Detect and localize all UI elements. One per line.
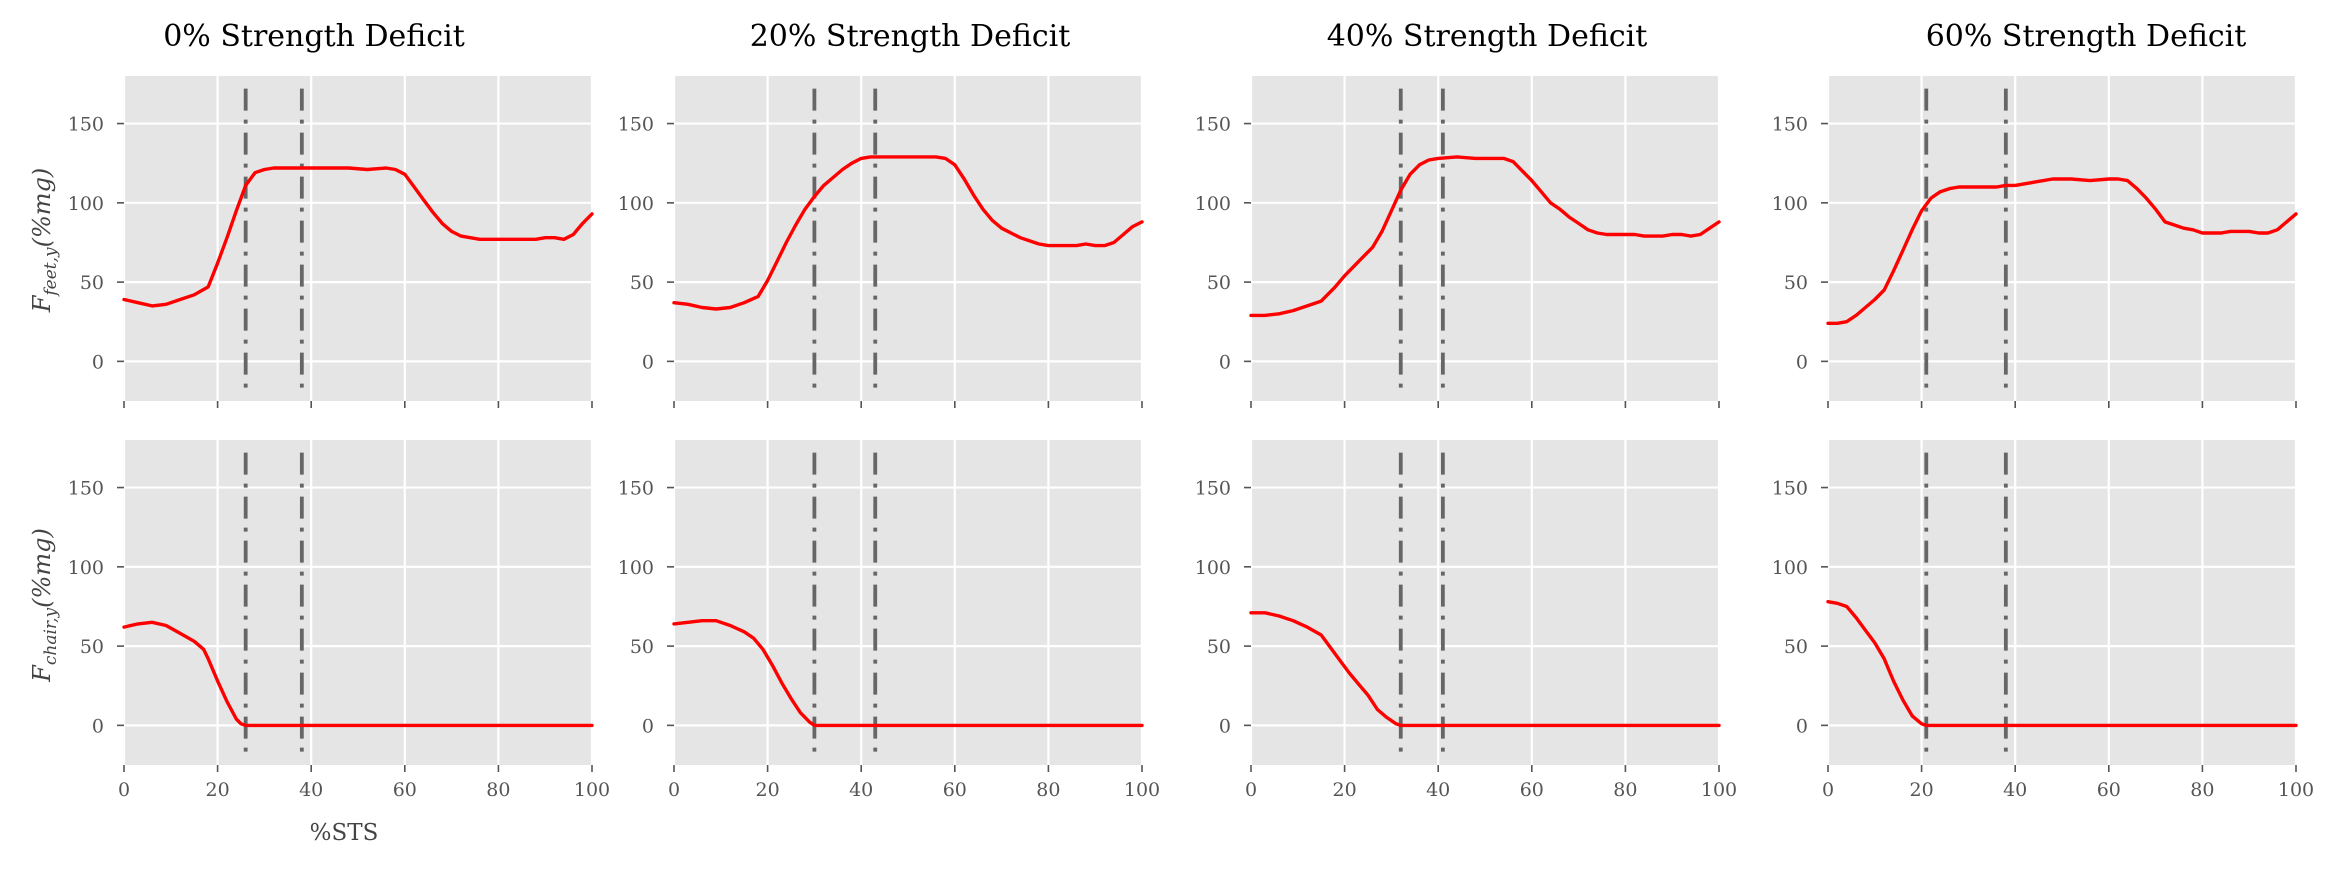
panel-8-xtick-label-100: 100 — [2278, 779, 2314, 801]
panel-4-ytick-label-150: 150 — [1772, 114, 1808, 136]
panel-1-ytick-label-100: 100 — [68, 193, 104, 215]
y-axis-label-bottom-sub: chair,y — [41, 607, 61, 665]
panel-3-force-curve — [1249, 155, 1721, 318]
panel-3-ytick-label-150: 150 — [1195, 114, 1231, 136]
panel-8-xtick-label-60: 60 — [2097, 779, 2121, 801]
y-axis-label-top-sub: feet,y — [41, 247, 61, 298]
panel-8-background — [1828, 440, 2296, 765]
panel-4: 0 50 100 150 — [1772, 76, 2298, 408]
panel-title-2: 20% Strength Deficit — [750, 19, 1071, 54]
panel-3-background — [1251, 76, 1719, 401]
panel-5-ytick-label-0: 0 — [92, 715, 104, 737]
x-axis-label: %STS — [310, 820, 379, 846]
panel-6-background — [674, 440, 1142, 765]
panel-6-ytick-label-100: 100 — [618, 557, 654, 579]
panel-3-ytick-label-100: 100 — [1195, 193, 1231, 215]
panel-5-ytick-label-50: 50 — [80, 636, 104, 658]
panels-group: 0 50 100 150 0 50 100 150 0 50 100 150 0 50 100 150 0 20 4… — [68, 76, 2314, 801]
panel-7-ytick-label-50: 50 — [1207, 636, 1231, 658]
panel-2-force-curve — [672, 155, 1144, 311]
panel-6-xtick-label-80: 80 — [1036, 779, 1060, 801]
panel-2-ytick-label-100: 100 — [618, 193, 654, 215]
panel-6-xtick-label-100: 100 — [1124, 779, 1160, 801]
panel-1-ytick-label-50: 50 — [80, 272, 104, 294]
panel-7-xtick-label-60: 60 — [1520, 779, 1544, 801]
panel-5-xtick-label-100: 100 — [574, 779, 610, 801]
panel-2-ytick-label-50: 50 — [630, 272, 654, 294]
panel-8: 0 20 40 60 80 100 0 50 100 150 — [1772, 440, 2314, 801]
panel-3-ytick-label-0: 0 — [1219, 351, 1231, 373]
panel-8-xtick-label-20: 20 — [1910, 779, 1934, 801]
panel-4-ytick-label-0: 0 — [1796, 351, 1808, 373]
panel-2-background — [674, 76, 1142, 401]
panel-7-xtick-label-0: 0 — [1245, 779, 1257, 801]
panel-7-ytick-label-100: 100 — [1195, 557, 1231, 579]
panel-5-xtick-label-0: 0 — [118, 779, 130, 801]
panel-5-xtick-label-80: 80 — [486, 779, 510, 801]
panel-2-ytick-label-0: 0 — [642, 351, 654, 373]
y-axis-label-top-unit: (%mg) — [28, 168, 56, 248]
panel-1: 0 50 100 150 — [68, 76, 594, 408]
y-axis-label-bottom-unit: (%mg) — [28, 528, 56, 608]
panel-8-ytick-label-50: 50 — [1784, 636, 1808, 658]
panel-8-xtick-label-80: 80 — [2190, 779, 2214, 801]
panel-title-1: 0% Strength Deficit — [163, 19, 465, 54]
panel-6-xtick-label-20: 20 — [756, 779, 780, 801]
panel-7-ytick-label-0: 0 — [1219, 715, 1231, 737]
panel-4-ytick-label-50: 50 — [1784, 272, 1808, 294]
panel-1-force-curve — [122, 166, 594, 308]
panel-6-xtick-label-40: 40 — [849, 779, 873, 801]
panel-5-force-curve — [122, 620, 594, 728]
panel-5: 0 20 40 60 80 100 0 50 100 150 — [68, 440, 610, 801]
panel-1-ytick-label-150: 150 — [68, 114, 104, 136]
panel-5-xtick-label-60: 60 — [393, 779, 417, 801]
panel-title-3: 40% Strength Deficit — [1327, 19, 1648, 54]
panel-6-xtick-label-60: 60 — [943, 779, 967, 801]
panel-6-force-curve — [672, 619, 1144, 728]
panel-5-xtick-label-40: 40 — [299, 779, 323, 801]
y-axis-label-top: Ffeet,y(%mg) — [28, 168, 61, 314]
panel-5-xtick-label-20: 20 — [206, 779, 230, 801]
y-axis-label-top-base: F — [28, 294, 56, 313]
panel-2-ytick-label-150: 150 — [618, 114, 654, 136]
panel-7-force-curve — [1249, 611, 1721, 728]
panel-2: 0 50 100 150 — [618, 76, 1144, 408]
panel-1-ytick-label-0: 0 — [92, 351, 104, 373]
panel-8-xtick-label-40: 40 — [2003, 779, 2027, 801]
panel-6-ytick-label-0: 0 — [642, 715, 654, 737]
panel-7-xtick-label-80: 80 — [1613, 779, 1637, 801]
panel-5-ytick-label-150: 150 — [68, 478, 104, 500]
panel-4-background — [1828, 76, 2296, 401]
y-axis-label-bottom: Fchair,y(%mg) — [28, 528, 61, 683]
panel-5-background — [124, 440, 592, 765]
panel-3: 0 50 100 150 — [1195, 76, 1721, 408]
panel-8-force-curve — [1826, 600, 2298, 728]
panel-7-xtick-label-40: 40 — [1426, 779, 1450, 801]
panel-8-ytick-label-150: 150 — [1772, 478, 1808, 500]
panel-5-ytick-label-100: 100 — [68, 557, 104, 579]
panel-6-ytick-label-50: 50 — [630, 636, 654, 658]
panel-4-force-curve — [1826, 177, 2298, 325]
panel-6-xtick-label-0: 0 — [668, 779, 680, 801]
y-axis-label-bottom-base: F — [28, 664, 56, 683]
panel-7-ytick-label-150: 150 — [1195, 478, 1231, 500]
panel-7-xtick-label-100: 100 — [1701, 779, 1737, 801]
panel-7-background — [1251, 440, 1719, 765]
panel-4-ytick-label-100: 100 — [1772, 193, 1808, 215]
panel-6: 0 20 40 60 80 100 0 50 100 150 — [618, 440, 1160, 801]
panel-7: 0 20 40 60 80 100 0 50 100 150 — [1195, 440, 1737, 801]
panel-3-ytick-label-50: 50 — [1207, 272, 1231, 294]
panel-7-xtick-label-20: 20 — [1333, 779, 1357, 801]
panel-8-ytick-label-100: 100 — [1772, 557, 1808, 579]
panel-title-4: 60% Strength Deficit — [1926, 19, 2247, 54]
panel-8-xtick-label-0: 0 — [1822, 779, 1834, 801]
panel-6-ytick-label-150: 150 — [618, 478, 654, 500]
panel-8-ytick-label-0: 0 — [1796, 715, 1808, 737]
